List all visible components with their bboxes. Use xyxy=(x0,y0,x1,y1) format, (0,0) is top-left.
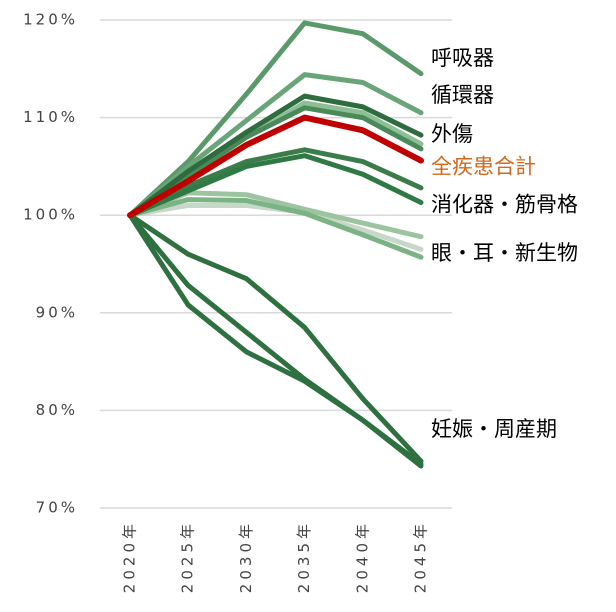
x-tick-label: 2030年 xyxy=(237,520,255,593)
series-line xyxy=(127,105,424,218)
annotation: 呼吸器 xyxy=(431,46,494,70)
annotation: 循環器 xyxy=(431,83,494,107)
series-line xyxy=(127,147,424,218)
annotation: 全疾患合計 xyxy=(431,154,536,178)
annotation: 妊娠・周産期 xyxy=(431,417,557,441)
y-tick-label: 90% xyxy=(36,303,78,321)
x-tick-label: 2045年 xyxy=(412,520,430,593)
y-tick-label: 120% xyxy=(23,11,78,29)
y-tick-label: 80% xyxy=(36,401,78,419)
x-tick-label: 2020年 xyxy=(121,520,139,593)
x-tick-label: 2040年 xyxy=(353,520,371,593)
annotation: 外傷 xyxy=(431,122,473,146)
series-line xyxy=(127,212,424,469)
y-tick-label: 110% xyxy=(23,108,78,126)
series-line xyxy=(127,72,424,218)
series-line xyxy=(127,197,424,260)
series-line xyxy=(127,20,424,218)
x-tick-label: 2035年 xyxy=(295,520,313,593)
y-tick-label: 100% xyxy=(23,206,78,224)
series-line xyxy=(127,153,424,218)
y-tick-label: 70% xyxy=(36,499,78,517)
annotation: 消化器・筋骨格 xyxy=(431,192,578,216)
x-tick-label: 2025年 xyxy=(179,520,197,593)
series-line xyxy=(127,114,424,219)
series-line xyxy=(127,212,424,464)
series-line xyxy=(127,93,424,218)
series-line xyxy=(127,212,424,467)
annotation: 眼・耳・新生物 xyxy=(431,241,578,265)
